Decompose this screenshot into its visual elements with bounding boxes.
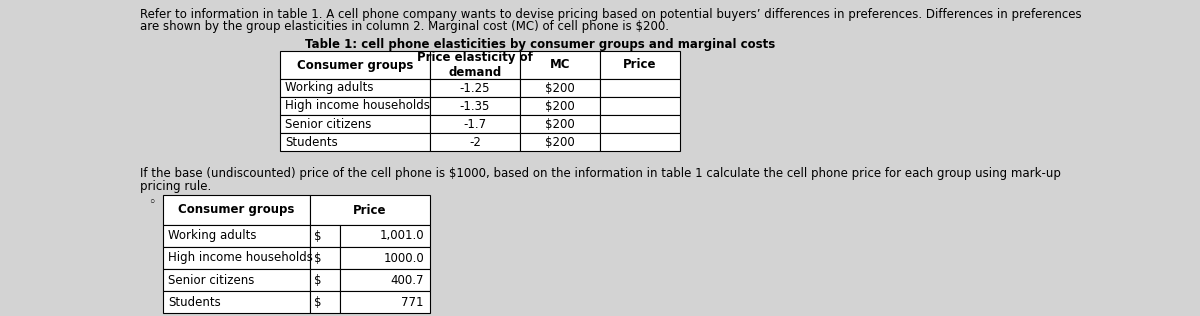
- Bar: [340, 225, 430, 247]
- Bar: [520, 97, 600, 115]
- Bar: [163, 291, 310, 313]
- Text: -2: -2: [469, 136, 481, 149]
- Bar: [430, 133, 520, 151]
- Bar: [310, 269, 340, 291]
- Text: High income households: High income households: [286, 100, 430, 112]
- Text: $200: $200: [545, 100, 575, 112]
- Text: $: $: [314, 295, 322, 308]
- Text: are shown by the group elasticities in column 2. Marginal cost (MC) of cell phon: are shown by the group elasticities in c…: [140, 20, 670, 33]
- Text: If the base (undiscounted) price of the cell phone is $1000, based on the inform: If the base (undiscounted) price of the …: [140, 167, 1061, 180]
- Text: $200: $200: [545, 82, 575, 94]
- Bar: [310, 225, 340, 247]
- Bar: [600, 79, 680, 97]
- Text: $200: $200: [545, 118, 575, 131]
- Text: 400.7: 400.7: [390, 274, 424, 287]
- Text: Consumer groups: Consumer groups: [296, 58, 413, 71]
- Text: Price: Price: [623, 58, 656, 71]
- Text: $: $: [314, 274, 322, 287]
- Text: -1.35: -1.35: [460, 100, 490, 112]
- Text: Students: Students: [168, 295, 221, 308]
- Bar: [430, 115, 520, 133]
- Bar: [600, 51, 680, 79]
- Bar: [340, 247, 430, 269]
- Bar: [163, 225, 310, 247]
- Text: Refer to information in table 1. A cell phone company wants to devise pricing ba: Refer to information in table 1. A cell …: [140, 8, 1081, 21]
- Text: ◦: ◦: [149, 196, 156, 209]
- Text: MC: MC: [550, 58, 570, 71]
- Bar: [520, 51, 600, 79]
- Text: $: $: [314, 229, 322, 242]
- Text: Students: Students: [286, 136, 337, 149]
- Bar: [280, 79, 430, 97]
- Bar: [430, 79, 520, 97]
- Text: 1,001.0: 1,001.0: [379, 229, 424, 242]
- Text: Price elasticity of
demand: Price elasticity of demand: [418, 51, 533, 79]
- Bar: [340, 291, 430, 313]
- Text: -1.25: -1.25: [460, 82, 491, 94]
- Text: $200: $200: [545, 136, 575, 149]
- Text: Consumer groups: Consumer groups: [179, 204, 295, 216]
- Bar: [600, 133, 680, 151]
- Bar: [600, 97, 680, 115]
- Bar: [310, 291, 340, 313]
- Bar: [163, 195, 310, 225]
- Bar: [163, 247, 310, 269]
- Bar: [520, 79, 600, 97]
- Text: pricing rule.: pricing rule.: [140, 180, 211, 193]
- Text: Price: Price: [353, 204, 386, 216]
- Text: High income households: High income households: [168, 252, 313, 264]
- Bar: [430, 97, 520, 115]
- Bar: [280, 97, 430, 115]
- Text: Senior citizens: Senior citizens: [286, 118, 371, 131]
- Bar: [280, 115, 430, 133]
- Bar: [430, 51, 520, 79]
- Bar: [310, 247, 340, 269]
- Text: 1000.0: 1000.0: [383, 252, 424, 264]
- Text: Table 1: cell phone elasticities by consumer groups and marginal costs: Table 1: cell phone elasticities by cons…: [305, 38, 775, 51]
- Text: 771: 771: [402, 295, 424, 308]
- Text: Working adults: Working adults: [286, 82, 373, 94]
- Bar: [280, 133, 430, 151]
- Bar: [340, 269, 430, 291]
- Bar: [520, 115, 600, 133]
- Bar: [163, 269, 310, 291]
- Bar: [310, 195, 430, 225]
- Text: -1.7: -1.7: [463, 118, 486, 131]
- Text: $: $: [314, 252, 322, 264]
- Bar: [280, 51, 430, 79]
- Bar: [600, 115, 680, 133]
- Bar: [520, 133, 600, 151]
- Text: Working adults: Working adults: [168, 229, 257, 242]
- Text: Senior citizens: Senior citizens: [168, 274, 254, 287]
